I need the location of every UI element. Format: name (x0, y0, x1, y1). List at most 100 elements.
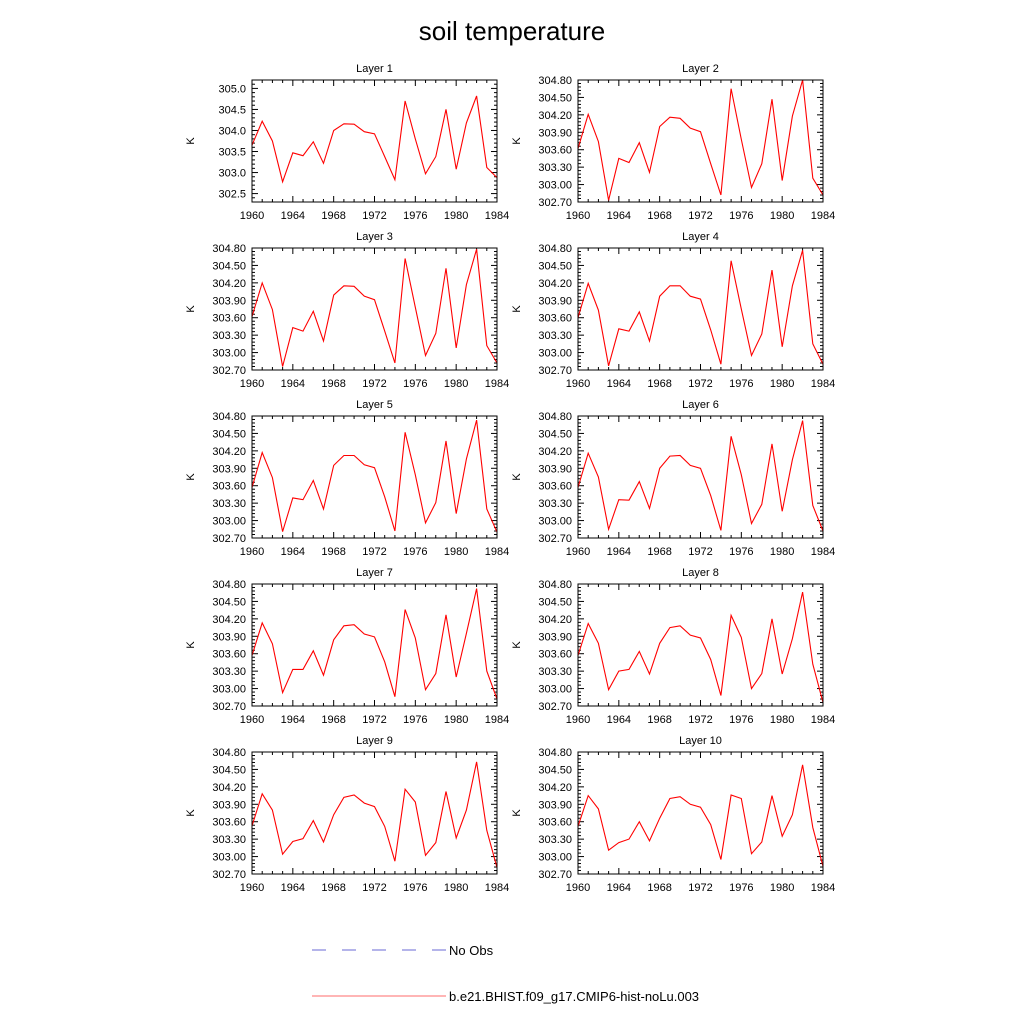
x-tick-label: 1980 (444, 714, 468, 726)
y-tick-label: 304.0 (218, 125, 246, 137)
x-tick-label: 1972 (362, 210, 386, 222)
y-tick-label: 304.50 (538, 260, 572, 272)
plot-frame (251, 415, 498, 539)
y-tick-label: 303.90 (212, 631, 246, 643)
x-tick-label: 1960 (566, 546, 590, 558)
x-tick-label: 1984 (811, 378, 835, 390)
y-tick-label: 303.60 (538, 817, 572, 829)
panel-title: Layer 4 (682, 231, 719, 243)
x-tick-label: 1964 (281, 882, 305, 894)
series-line (251, 419, 498, 533)
y-tick-label: 302.70 (212, 533, 246, 545)
x-tick-label: 1980 (770, 210, 794, 222)
chart-panel-layer-7: Layer 7 K 1960 1964 1968 1972 1976 1980 1984 302.… (185, 567, 509, 726)
y-tick-label: 304.50 (212, 596, 246, 608)
x-tick-label: 1968 (647, 714, 671, 726)
y-tick-label: 303.00 (538, 684, 572, 696)
y-tick-label: 304.20 (212, 278, 246, 290)
y-axis-label: K (511, 473, 523, 481)
chart-panel-layer-5: Layer 5 K 1960 1964 1968 1972 1976 1980 1984 302.… (185, 399, 509, 558)
x-tick-label: 1960 (240, 546, 264, 558)
x-tick-label: 1980 (444, 210, 468, 222)
y-tick-label: 303.90 (538, 799, 572, 811)
x-tick-label: 1976 (403, 714, 427, 726)
x-tick-label: 1976 (403, 378, 427, 390)
panel-title: Layer 5 (356, 399, 393, 411)
chart-panel-layer-2: Layer 2 K 1960 1964 1968 1972 1976 1980 1984 302.… (511, 63, 835, 222)
x-tick-label: 1976 (729, 882, 753, 894)
y-axis-label: K (185, 641, 197, 649)
y-tick-label: 303.90 (538, 295, 572, 307)
y-tick-label: 304.20 (212, 782, 246, 794)
x-tick-label: 1968 (321, 378, 345, 390)
y-tick-label: 304.80 (212, 243, 246, 255)
series-line (577, 764, 824, 867)
y-tick-label: 302.70 (538, 533, 572, 545)
y-axis-label: K (511, 305, 523, 313)
y-tick-label: 304.20 (538, 278, 572, 290)
y-axis-label: K (185, 305, 197, 313)
y-tick-label: 304.50 (538, 764, 572, 776)
y-tick-label: 304.50 (538, 92, 572, 104)
y-tick-label: 302.5 (218, 189, 246, 201)
x-tick-label: 1984 (485, 546, 509, 558)
y-tick-label: 303.30 (538, 666, 572, 678)
x-tick-label: 1980 (444, 546, 468, 558)
plot-frame (577, 247, 824, 371)
panel-title: Layer 8 (682, 567, 719, 579)
x-tick-label: 1976 (729, 546, 753, 558)
panels: Layer 1 K 1960 1964 1968 1972 1976 1980 1984 302.… (185, 63, 835, 894)
x-tick-label: 1964 (281, 714, 305, 726)
x-tick-label: 1964 (607, 546, 631, 558)
y-axis-label: K (185, 809, 197, 817)
x-tick-label: 1980 (444, 882, 468, 894)
y-tick-label: 304.5 (218, 104, 246, 116)
y-tick-label: 303.00 (212, 348, 246, 360)
y-axis-label: K (511, 641, 523, 649)
panel-title: Layer 6 (682, 399, 719, 411)
panel-title: Layer 7 (356, 567, 393, 579)
x-tick-label: 1984 (485, 210, 509, 222)
y-tick-label: 303.5 (218, 147, 246, 159)
panel-title: Layer 2 (682, 63, 719, 75)
panel-title: Layer 10 (679, 735, 722, 747)
x-tick-label: 1972 (688, 546, 712, 558)
chart-panel-layer-6: Layer 6 K 1960 1964 1968 1972 1976 1980 1984 302.… (511, 399, 835, 558)
series-line (577, 79, 824, 201)
y-tick-label: 303.00 (212, 516, 246, 528)
y-tick-label: 302.70 (538, 701, 572, 713)
y-tick-label: 302.70 (538, 869, 572, 881)
x-tick-label: 1964 (281, 210, 305, 222)
panel-title: Layer 3 (356, 231, 393, 243)
y-tick-label: 304.80 (212, 579, 246, 591)
x-tick-label: 1968 (647, 546, 671, 558)
y-tick-label: 304.50 (212, 260, 246, 272)
x-tick-label: 1980 (770, 882, 794, 894)
x-tick-label: 1976 (403, 882, 427, 894)
y-tick-label: 304.80 (538, 747, 572, 759)
x-tick-label: 1980 (444, 378, 468, 390)
y-axis-label: K (185, 473, 197, 481)
plot-frame (577, 751, 824, 875)
y-tick-label: 304.80 (212, 747, 246, 759)
y-tick-label: 304.80 (538, 411, 572, 423)
y-tick-label: 303.0 (218, 168, 246, 180)
legend: No Obs b.e21.BHIST.f09_g17.CMIP6-hist-no… (312, 943, 699, 1004)
y-tick-label: 303.90 (538, 463, 572, 475)
panel-title: Layer 9 (356, 735, 393, 747)
y-tick-label: 304.20 (538, 614, 572, 626)
x-tick-label: 1964 (281, 378, 305, 390)
y-tick-label: 303.90 (538, 631, 572, 643)
figure-title: soil temperature (419, 16, 605, 46)
x-tick-label: 1964 (281, 546, 305, 558)
y-tick-label: 303.30 (538, 834, 572, 846)
series-line (251, 95, 498, 184)
x-tick-label: 1960 (566, 210, 590, 222)
chart-panel-layer-9: Layer 9 K 1960 1964 1968 1972 1976 1980 1984 302.… (185, 735, 509, 894)
legend-item-model-run: b.e21.BHIST.f09_g17.CMIP6-hist-noLu.003 (312, 989, 699, 1004)
y-tick-label: 303.30 (538, 330, 572, 342)
y-tick-label: 304.80 (538, 243, 572, 255)
plot-frame (251, 247, 498, 371)
y-tick-label: 304.50 (538, 596, 572, 608)
y-tick-label: 304.20 (538, 446, 572, 458)
